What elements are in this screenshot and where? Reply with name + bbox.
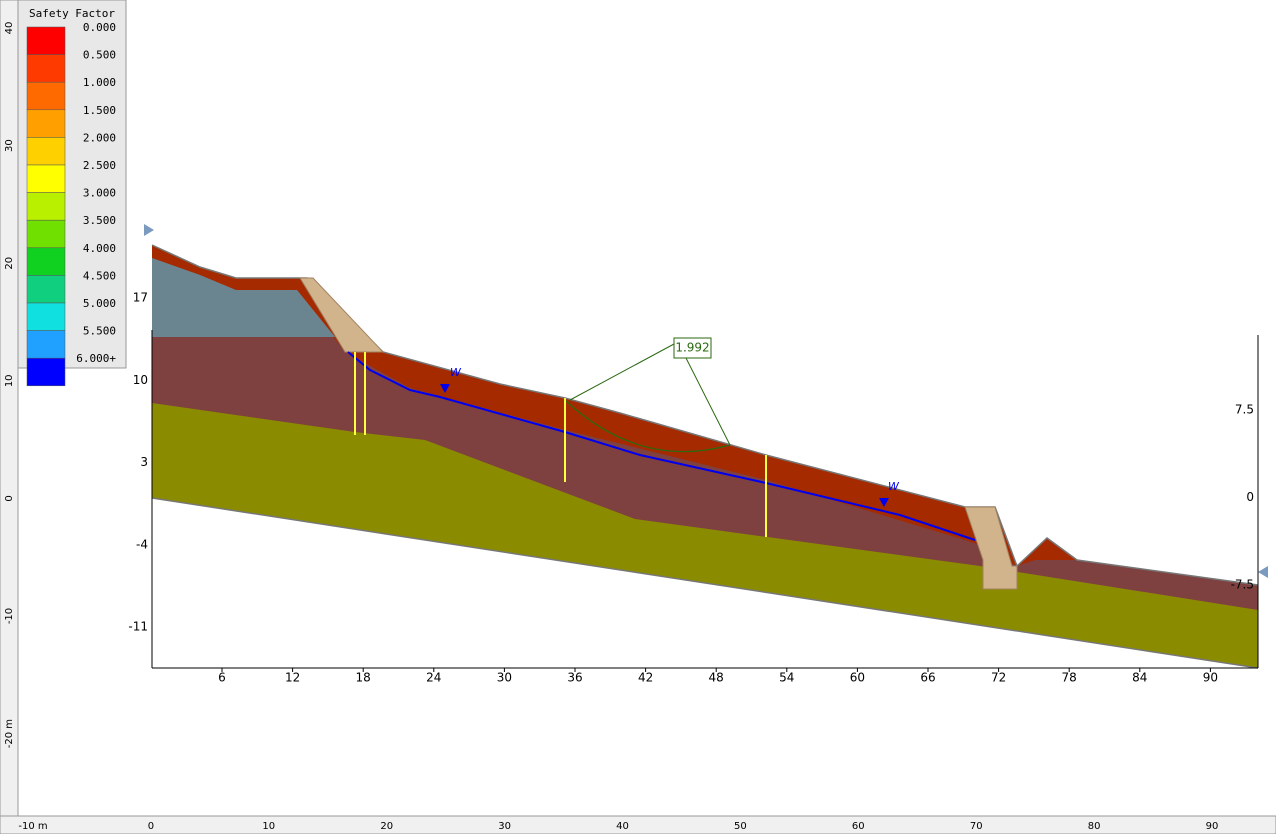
axis-label: 17 [133,291,148,305]
axis-label: 48 [709,671,724,685]
legend-label: 5.500 [83,325,116,338]
water-label: W [888,480,900,493]
legend-label: 2.500 [83,159,116,172]
legend-label: 1.500 [83,104,116,117]
ruler-label: 40 [616,821,629,832]
ruler-label: 20 [4,257,15,270]
legend-label: 0.500 [83,49,116,62]
water-marker [440,384,450,393]
leader-line [685,357,731,446]
axis-label: 6 [218,671,226,685]
legend-label: 2.000 [83,131,116,144]
legend-label: 4.500 [83,269,116,282]
axis-label: -11 [128,620,148,634]
safety-factor-box [673,337,712,359]
axis-label: 60 [850,671,865,685]
axis-label: 42 [638,671,653,685]
ruler-label: 90 [1206,821,1219,832]
ruler-label: 80 [1088,821,1101,832]
axis-label: 30 [497,671,512,685]
legend-label: 3.500 [83,214,116,227]
brown-layer [152,258,1258,668]
legend-swatch [26,330,66,359]
ruler-label: 50 [734,821,747,832]
anchors [354,352,767,537]
legend-label: 1.000 [83,76,116,89]
base-line [151,497,1259,669]
ruler-label: 60 [852,821,865,832]
bottom-ruler [0,815,1276,834]
legend-swatch [26,164,66,193]
ruler-label: -10 [4,608,15,624]
legend-swatch [26,137,66,166]
axis-label: 90 [1203,671,1218,685]
axis-label: 10 [133,373,148,387]
legend-swatch [26,109,66,138]
olive-layer [152,403,1258,668]
legend-swatch [26,219,66,249]
axis-label: 84 [1132,671,1147,685]
retaining-wall [299,277,385,353]
ruler-label: -20 m [4,719,15,748]
ruler-label: 0 [4,495,15,501]
legend-swatch [26,357,66,387]
axis-label: -4 [136,537,148,551]
water-marker [879,498,889,507]
slip-surface [564,399,731,453]
ruler-label: 40 [4,22,15,35]
ruler-label: 10 [4,374,15,387]
legend-swatch [26,302,66,331]
legend-swatch [26,54,66,83]
ruler-label: 30 [498,821,511,832]
axis-label: 54 [779,671,794,685]
legend-swatch [26,26,66,55]
axis-label: 66 [920,671,935,685]
axis-label: 24 [426,671,441,685]
axis-label: 78 [1062,671,1077,685]
ruler-label: -10 m [18,821,47,832]
legend-label: 3.000 [83,187,116,200]
axis-label: 36 [567,671,582,685]
ruler-label: 70 [970,821,983,832]
ruler-label: 30 [4,139,15,152]
axis-label: 18 [356,671,371,685]
legend-label: 0.000 [83,21,116,34]
ruler-label: 0 [148,821,154,832]
legend-swatch [26,81,66,111]
water-label: W [450,366,462,379]
legend-title: Safety Factor [29,7,115,20]
retaining-wall [964,506,1018,590]
axis-label: 12 [285,671,300,685]
legend-swatch [26,275,66,304]
ground-surface [151,244,1259,586]
gray-layer [152,258,335,337]
axis-label: 3 [140,455,148,469]
legend-label: 6.000+ [76,352,116,365]
safety-factor-label: 1.992 [675,341,709,355]
axis-label: -7.5 [1231,578,1254,592]
axis-label: 72 [991,671,1006,685]
legend-label: 4.000 [83,242,116,255]
left-ruler [0,0,19,817]
ruler-label: 10 [262,821,275,832]
boundary-marker [1258,566,1268,578]
axis-label: 7.5 [1235,403,1254,417]
legend-swatch [26,192,66,221]
leader-line [569,343,675,401]
boundary-marker [144,224,154,236]
legend-label: 5.000 [83,297,116,310]
legend-swatch [26,247,66,276]
ruler-label: 20 [380,821,393,832]
axis-label: 0 [1246,490,1254,504]
